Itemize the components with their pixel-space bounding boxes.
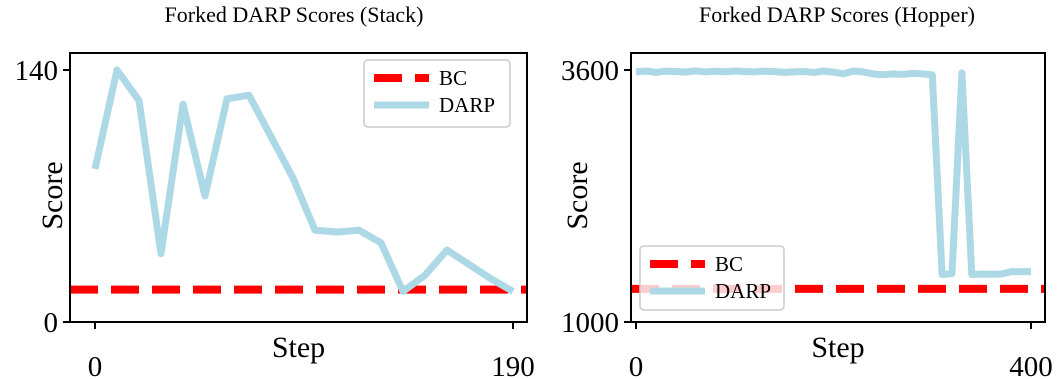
y-tick-label: 140 (15, 55, 59, 87)
chart-title: Forked DARP Scores (Hopper) (699, 2, 975, 27)
series-line-darp (91, 66, 515, 295)
y-tick-label: 3600 (561, 55, 619, 87)
plot-frame (69, 52, 528, 323)
legend-label-darp: DARP (715, 279, 771, 303)
legend-label-darp: DARP (439, 93, 495, 117)
legend-label-bc: BC (715, 252, 743, 276)
y-axis-label: Score (561, 161, 594, 229)
series-line-darp (635, 67, 1031, 278)
x-tick-label: 0 (88, 351, 103, 379)
x-tick-label: 190 (491, 351, 535, 379)
chart-title: Forked DARP Scores (Stack) (165, 2, 424, 27)
chart-hopper: Forked DARP Scores (Hopper) 1000 3600 0 400 S… (561, 2, 1053, 379)
y-axis-label: Score (36, 161, 69, 229)
y-tick-label: 0 (44, 307, 59, 339)
x-axis-label: Step (811, 331, 864, 364)
x-tick-label: 0 (629, 351, 644, 379)
x-tick-label: 400 (1009, 351, 1053, 379)
x-axis-label: Step (272, 331, 325, 364)
y-tick-label: 1000 (561, 307, 619, 339)
chart-stack: Forked DARP Scores (Stack) 0 140 0 190 Score S… (15, 2, 535, 379)
plot-frame (630, 52, 1046, 323)
legend-label-bc: BC (439, 66, 467, 90)
